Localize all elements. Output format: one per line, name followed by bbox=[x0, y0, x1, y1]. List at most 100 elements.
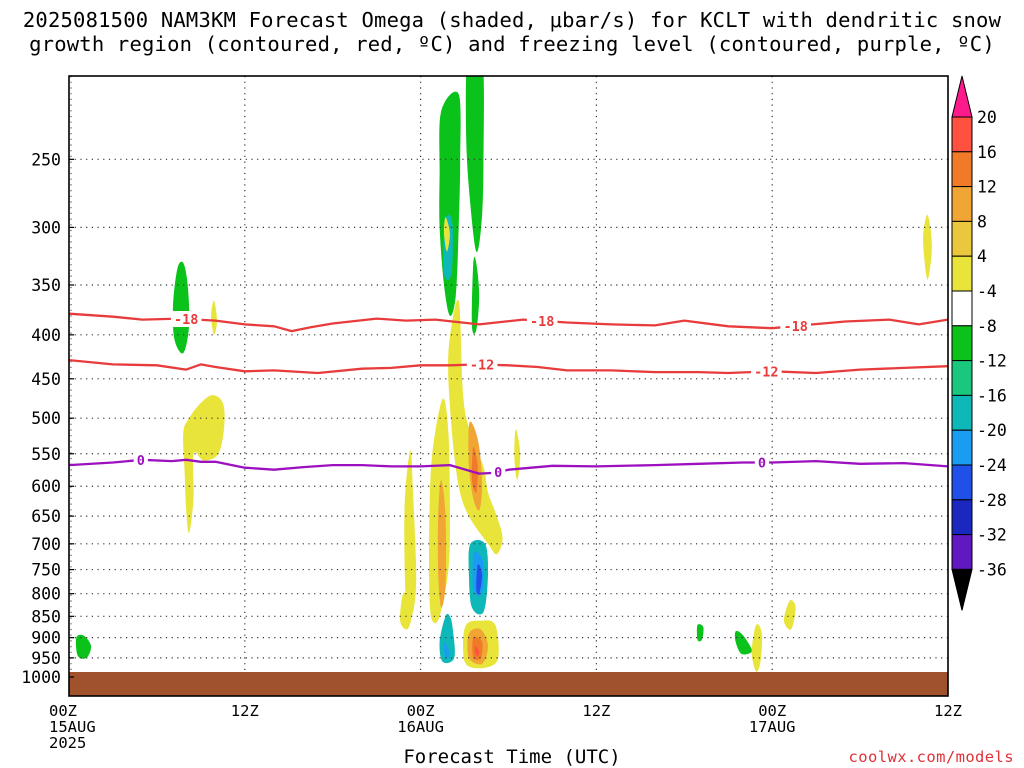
contour-label: -18 bbox=[783, 319, 807, 335]
omega-region bbox=[183, 395, 225, 534]
colorbar-label: -36 bbox=[977, 560, 1007, 579]
credit-link[interactable]: coolwx.com/models bbox=[848, 748, 1014, 766]
colorbar-label: -8 bbox=[977, 317, 997, 336]
colorbar-label: 12 bbox=[977, 178, 997, 197]
colorbar-swatch bbox=[951, 151, 973, 188]
y-tick-label: 800 bbox=[31, 585, 61, 604]
colorbar-swatch bbox=[951, 255, 973, 292]
colorbar-label: -32 bbox=[977, 526, 1007, 545]
omega-region bbox=[783, 599, 796, 630]
x-tick-label-line: 00Z bbox=[758, 702, 787, 720]
x-tick-label: 00Z 15AUG 2025 bbox=[49, 703, 109, 751]
y-tick-label: 850 bbox=[31, 607, 61, 626]
omega-region bbox=[472, 636, 483, 661]
contour-label: 0 bbox=[758, 455, 766, 471]
omega-region bbox=[476, 564, 483, 595]
colorbar-swatch bbox=[951, 499, 973, 536]
colorbar-swatch bbox=[951, 186, 973, 222]
colorbar: 20 16 12 8 4 -4 -8 -12 -16 -20 -24 -28 -32 -36 bbox=[951, 75, 1007, 611]
contour-label-bg bbox=[466, 356, 498, 373]
y-tick-label: 450 bbox=[31, 370, 61, 389]
y-tick-label: 600 bbox=[31, 477, 61, 496]
omega-region bbox=[751, 624, 763, 672]
grid-lines bbox=[69, 76, 948, 696]
x-axis-label: Forecast Time (UTC) bbox=[403, 746, 621, 768]
omega-region bbox=[465, 76, 484, 252]
chart-title-line-2: growth region (contoured, red, ºC) and f… bbox=[29, 32, 995, 56]
y-tick-label: 250 bbox=[31, 150, 61, 169]
x-tick-label-line: 2025 bbox=[49, 734, 87, 752]
colorbar-swatch bbox=[951, 290, 973, 327]
y-tick-label: 750 bbox=[31, 561, 61, 580]
contour-label-bg bbox=[780, 317, 811, 334]
omega-region bbox=[399, 592, 412, 630]
omega-region bbox=[471, 446, 478, 493]
colorbar-swatch bbox=[951, 464, 973, 501]
omega-region bbox=[404, 450, 417, 619]
colorbar-label: 16 bbox=[977, 143, 997, 162]
contour-label: -18 bbox=[174, 312, 198, 328]
colorbar-label: -24 bbox=[977, 456, 1007, 475]
contour-label: -12 bbox=[470, 358, 494, 374]
contour-label: -12 bbox=[754, 365, 778, 381]
omega-region bbox=[443, 217, 450, 252]
x-tick-label: 12Z bbox=[205, 703, 285, 719]
y-tick-label: 900 bbox=[31, 629, 61, 648]
x-tick-label-line: 00Z bbox=[406, 702, 435, 720]
contour-label-bg bbox=[133, 451, 148, 468]
omega-region bbox=[923, 214, 932, 280]
contour-label-bg bbox=[170, 311, 202, 328]
omega-region bbox=[471, 256, 480, 334]
colorbar-swatch bbox=[951, 534, 973, 570]
x-tick-label: 00Z 16AUG bbox=[381, 703, 461, 735]
plot-area bbox=[69, 76, 948, 696]
omega-region bbox=[514, 429, 521, 481]
colorbar-swatch bbox=[951, 116, 973, 153]
y-tick-label: 300 bbox=[31, 218, 61, 237]
colorbar-swatch bbox=[951, 429, 973, 466]
contour-label-bg bbox=[526, 312, 558, 329]
omega-region bbox=[437, 480, 447, 608]
contour-label: -18 bbox=[530, 314, 554, 330]
omega-region bbox=[172, 261, 190, 354]
colorbar-triangle-top bbox=[951, 75, 973, 118]
x-tick-label-line: 12Z bbox=[582, 702, 611, 720]
contour-label: 0 bbox=[494, 465, 502, 481]
contour-label-bg bbox=[491, 463, 506, 480]
omega-region bbox=[211, 300, 217, 335]
omega-region bbox=[439, 613, 455, 664]
y-tick-label: 700 bbox=[31, 535, 61, 554]
omega-region bbox=[443, 641, 450, 659]
colorbar-swatch bbox=[951, 394, 973, 431]
x-tick-label-line: 17AUG bbox=[748, 718, 796, 736]
omega-region bbox=[448, 299, 503, 555]
ground-below-surface bbox=[69, 672, 948, 696]
colorbar-swatch bbox=[951, 325, 973, 362]
contour-labels: -18 -18 -18 -12 -12 0 0 0 bbox=[133, 311, 811, 481]
omega-region bbox=[75, 634, 92, 659]
colorbar-label: -12 bbox=[977, 352, 1007, 371]
contour-label-bg bbox=[754, 454, 770, 471]
colorbar-label: -4 bbox=[977, 282, 997, 301]
x-tick-label-line: 12Z bbox=[230, 702, 259, 720]
y-tick-label: 950 bbox=[31, 649, 61, 668]
omega-region bbox=[734, 630, 753, 655]
colorbar-swatch bbox=[951, 220, 973, 257]
x-tick-label: 00Z 17AUG bbox=[732, 703, 812, 735]
x-tick-label-line: 12Z bbox=[934, 702, 962, 720]
omega-region bbox=[474, 645, 480, 657]
x-tick-label: 12Z bbox=[556, 703, 636, 719]
x-tick-label-line: 15AUG bbox=[49, 718, 96, 736]
y-tick-label: 500 bbox=[31, 409, 61, 428]
colorbar-label: -28 bbox=[977, 491, 1007, 510]
contour-label-bg bbox=[751, 363, 782, 380]
y-tick-label: 650 bbox=[31, 507, 61, 526]
omega-shading bbox=[75, 76, 932, 672]
colorbar-label: 4 bbox=[977, 247, 987, 266]
x-tick-label: 12Z bbox=[908, 703, 988, 719]
y-axis-ticks: 250 300 350 400 450 500 550 600 650 700 750 800 850 9… bbox=[21, 150, 74, 687]
colorbar-swatch bbox=[951, 360, 973, 396]
x-tick-label-line: 16AUG bbox=[397, 718, 444, 736]
colorbar-label: -20 bbox=[977, 421, 1007, 440]
